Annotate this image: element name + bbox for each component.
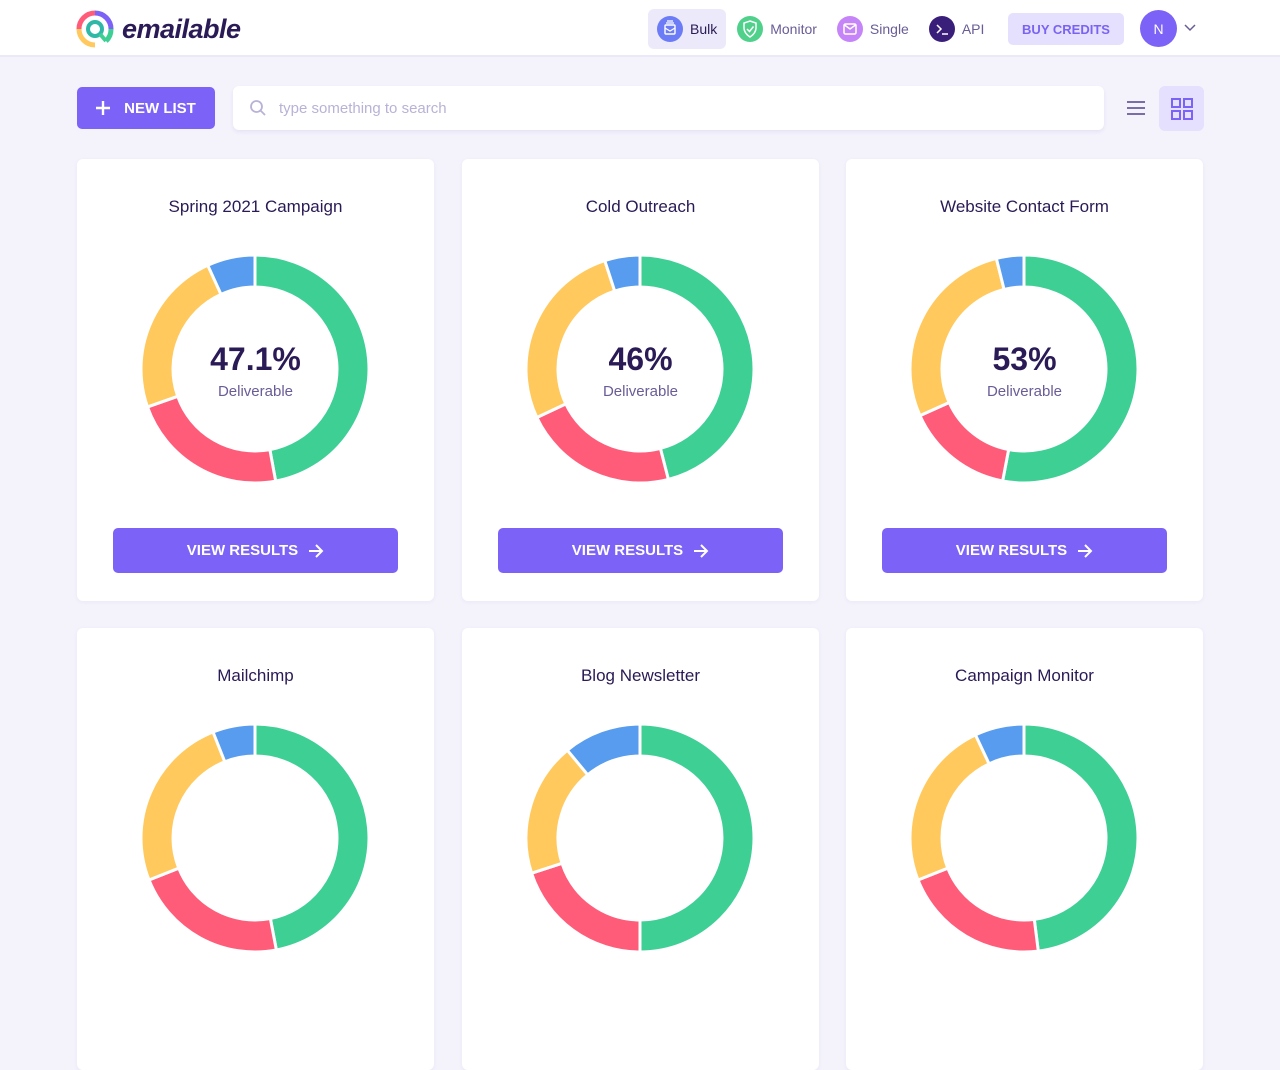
donut-segment-undeliverable[interactable] bbox=[145, 394, 278, 484]
list-card: Mailchimp bbox=[77, 628, 434, 1070]
search-bar bbox=[233, 86, 1104, 130]
logo-text: emailable bbox=[122, 13, 241, 44]
donut-segment-risky[interactable] bbox=[525, 748, 590, 876]
donut-segment-deliverable[interactable] bbox=[253, 254, 370, 483]
donut-segment-deliverable[interactable] bbox=[1022, 723, 1139, 953]
donut-chart bbox=[909, 723, 1139, 953]
list-card: Cold Outreach 46% Deliverable VIEW RESULTS bbox=[462, 159, 819, 601]
nav-item-api[interactable]: API bbox=[920, 9, 994, 49]
list-title: Website Contact Form bbox=[940, 197, 1109, 216]
list-card: Website Contact Form 53% Deliverable VIEW R… bbox=[846, 159, 1203, 601]
deliverable-label: Deliverable bbox=[217, 383, 294, 400]
envelope-icon bbox=[836, 16, 863, 42]
list-icon bbox=[1127, 101, 1145, 115]
view-results-button[interactable]: VIEW RESULTS bbox=[113, 528, 398, 573]
list-card: Spring 2021 Campaign 47.1% Deliverable VIEW… bbox=[77, 159, 434, 601]
nav-label: Monitor bbox=[770, 21, 817, 37]
list-card: Campaign Monitor bbox=[846, 628, 1203, 1070]
donut-segment-undeliverable[interactable] bbox=[529, 861, 642, 953]
chevron-down-icon[interactable] bbox=[1184, 20, 1196, 36]
donut-segment-undeliverable[interactable] bbox=[147, 866, 279, 953]
arrow-right-icon bbox=[309, 543, 324, 558]
deliverable-percent: 46% bbox=[608, 341, 673, 377]
donut-segment-unknown[interactable] bbox=[211, 723, 257, 764]
view-results-button[interactable]: VIEW RESULTS bbox=[498, 528, 783, 573]
donut-segment-undeliverable[interactable] bbox=[917, 400, 1011, 483]
nav-item-single[interactable]: Single bbox=[828, 9, 918, 49]
nav-item-monitor[interactable]: Monitor bbox=[728, 9, 826, 49]
deliverable-percent: 53% bbox=[992, 341, 1057, 377]
emailable-logo-icon bbox=[76, 10, 114, 48]
main-nav: Bulk Monitor Single API bbox=[648, 9, 995, 49]
new-list-button[interactable]: NEW LIST bbox=[77, 87, 215, 129]
donut-segment-risky[interactable] bbox=[909, 732, 992, 882]
deliverable-label: Deliverable bbox=[986, 383, 1063, 400]
buy-credits-button[interactable]: BUY CREDITS bbox=[1008, 13, 1124, 45]
arrow-right-icon bbox=[1078, 543, 1093, 558]
terminal-icon bbox=[928, 16, 955, 42]
search-input[interactable] bbox=[279, 99, 1059, 117]
plus-icon bbox=[96, 101, 111, 115]
arrow-right-icon bbox=[694, 543, 709, 558]
logo[interactable]: emailable bbox=[76, 10, 241, 48]
deliverable-percent: 47.1% bbox=[210, 341, 301, 377]
donut-segment-unknown[interactable] bbox=[994, 254, 1026, 292]
new-list-label: NEW LIST bbox=[124, 99, 196, 117]
top-nav-bar: emailable Bulk Monitor Single API BUY CREDI… bbox=[0, 0, 1280, 57]
donut-chart bbox=[525, 254, 755, 484]
list-title: Spring 2021 Campaign bbox=[168, 197, 343, 216]
nav-label: Bulk bbox=[690, 21, 718, 37]
list-title: Cold Outreach bbox=[585, 197, 696, 216]
shield-check-icon bbox=[737, 16, 764, 42]
donut-segment-deliverable[interactable] bbox=[638, 254, 755, 482]
avatar[interactable]: N bbox=[1140, 10, 1177, 47]
nav-item-bulk[interactable]: Bulk bbox=[648, 9, 727, 49]
donut-segment-unknown[interactable] bbox=[973, 723, 1026, 766]
search-icon bbox=[250, 100, 266, 116]
grid-view-button[interactable] bbox=[1159, 86, 1204, 131]
view-results-label: VIEW RESULTS bbox=[571, 542, 684, 559]
nav-label: Single bbox=[869, 21, 909, 37]
donut-segment-risky[interactable] bbox=[140, 730, 227, 882]
view-results-button[interactable]: VIEW RESULTS bbox=[882, 528, 1167, 573]
donut-segment-undeliverable[interactable] bbox=[534, 401, 671, 484]
list-title: Mailchimp bbox=[217, 666, 294, 685]
view-results-label: VIEW RESULTS bbox=[186, 542, 299, 559]
donut-segment-unknown[interactable] bbox=[565, 723, 642, 777]
bulk-icon bbox=[657, 16, 683, 42]
deliverable-label: Deliverable bbox=[602, 383, 679, 400]
donut-chart bbox=[909, 254, 1139, 484]
nav-label: API bbox=[961, 21, 985, 37]
list-view-button[interactable] bbox=[1120, 92, 1152, 124]
donut-segment-unknown[interactable] bbox=[602, 254, 642, 293]
donut-chart bbox=[140, 723, 370, 953]
donut-segment-deliverable[interactable] bbox=[253, 723, 370, 952]
view-results-label: VIEW RESULTS bbox=[955, 542, 1068, 559]
list-card: Blog Newsletter bbox=[462, 628, 819, 1070]
list-title: Campaign Monitor bbox=[955, 666, 1094, 685]
donut-chart bbox=[140, 254, 370, 484]
list-title: Blog Newsletter bbox=[580, 666, 701, 685]
donut-segment-unknown[interactable] bbox=[205, 254, 257, 297]
donut-segment-undeliverable[interactable] bbox=[916, 866, 1040, 953]
donut-segment-deliverable[interactable] bbox=[638, 723, 755, 953]
donut-chart bbox=[525, 723, 755, 953]
grid-icon bbox=[1170, 97, 1193, 120]
donut-segment-deliverable[interactable] bbox=[1000, 254, 1139, 484]
